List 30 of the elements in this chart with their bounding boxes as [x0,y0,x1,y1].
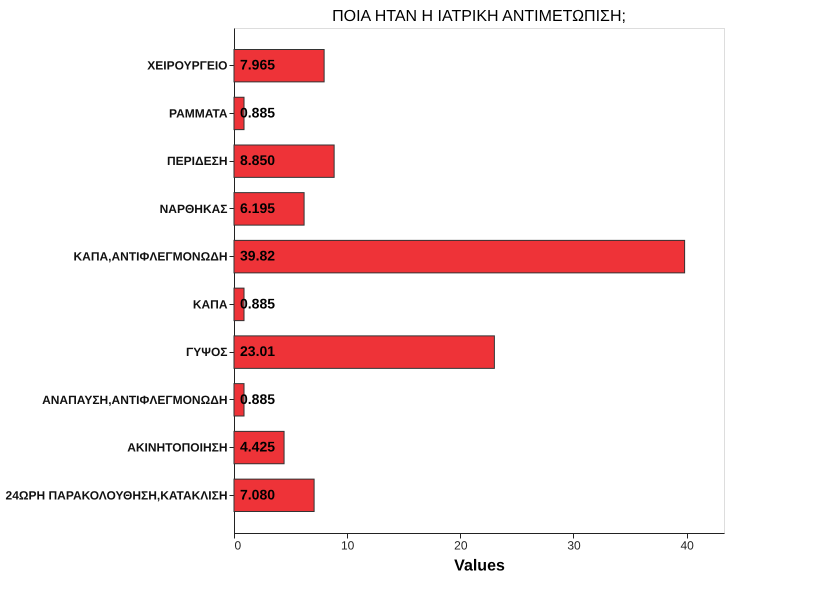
x-tick-label: 0 [234,538,242,552]
y-tick-label: ΚΑΠΑ [192,297,228,312]
x-tick-label: 40 [680,538,694,552]
y-tick-label: ΡΑΜΜΑΤΑ [168,106,228,120]
data-label: 6.195 [240,200,276,216]
y-tick-label: 24ΩΡΗ ΠΑΡΑΚΟΛΟΥΘΗΣΗ,ΚΑΤΑΚΛΙΣΗ [6,488,228,502]
bar [234,240,686,274]
data-label: 7.965 [240,56,276,73]
y-tick-label: ΝΑΡΘΗΚΑΣ [160,202,228,216]
chart-title: ΠΟΙΑ ΗΤΑΝ Η ΙΑΤΡΙΚΗ ΑΝΤΙΜΕΤΩΠΙΣΗ; [332,8,626,25]
y-tick-label: ΚΑΠΑ,ΑΝΤΙΦΛΕΓΜΟΝΩΔΗ [74,250,228,264]
bar [234,192,305,226]
y-tick-label: ΠΕΡΙΔΕΣΗ [166,154,228,168]
data-label: 7.080 [240,486,276,502]
data-label: 23.01 [240,343,276,360]
y-tick-label: ΓΥΨΟΣ [186,345,228,360]
y-tick-label: ΑΚΙΝΗΤΟΠΟΙΗΣΗ [127,440,228,455]
bar [234,48,325,82]
bar [234,144,335,178]
x-axis-title: Values [454,558,505,574]
bar [234,335,495,369]
data-label: 39.82 [240,248,276,264]
x-tick-label: 30 [567,538,581,552]
data-label: 8.850 [240,152,276,168]
data-label: 4.425 [240,438,276,455]
y-tick-label: ΧΕΙΡΟΥΡΓΕΙΟ [147,58,228,73]
x-tick-label: 20 [454,538,468,552]
bar [234,478,315,512]
x-tick-label: 10 [340,538,355,552]
y-tick-label: ΑΝΑΠΑΥΣΗ,ΑΝΤΙΦΛΕΓΜΟΝΩΔΗ [42,392,228,407]
